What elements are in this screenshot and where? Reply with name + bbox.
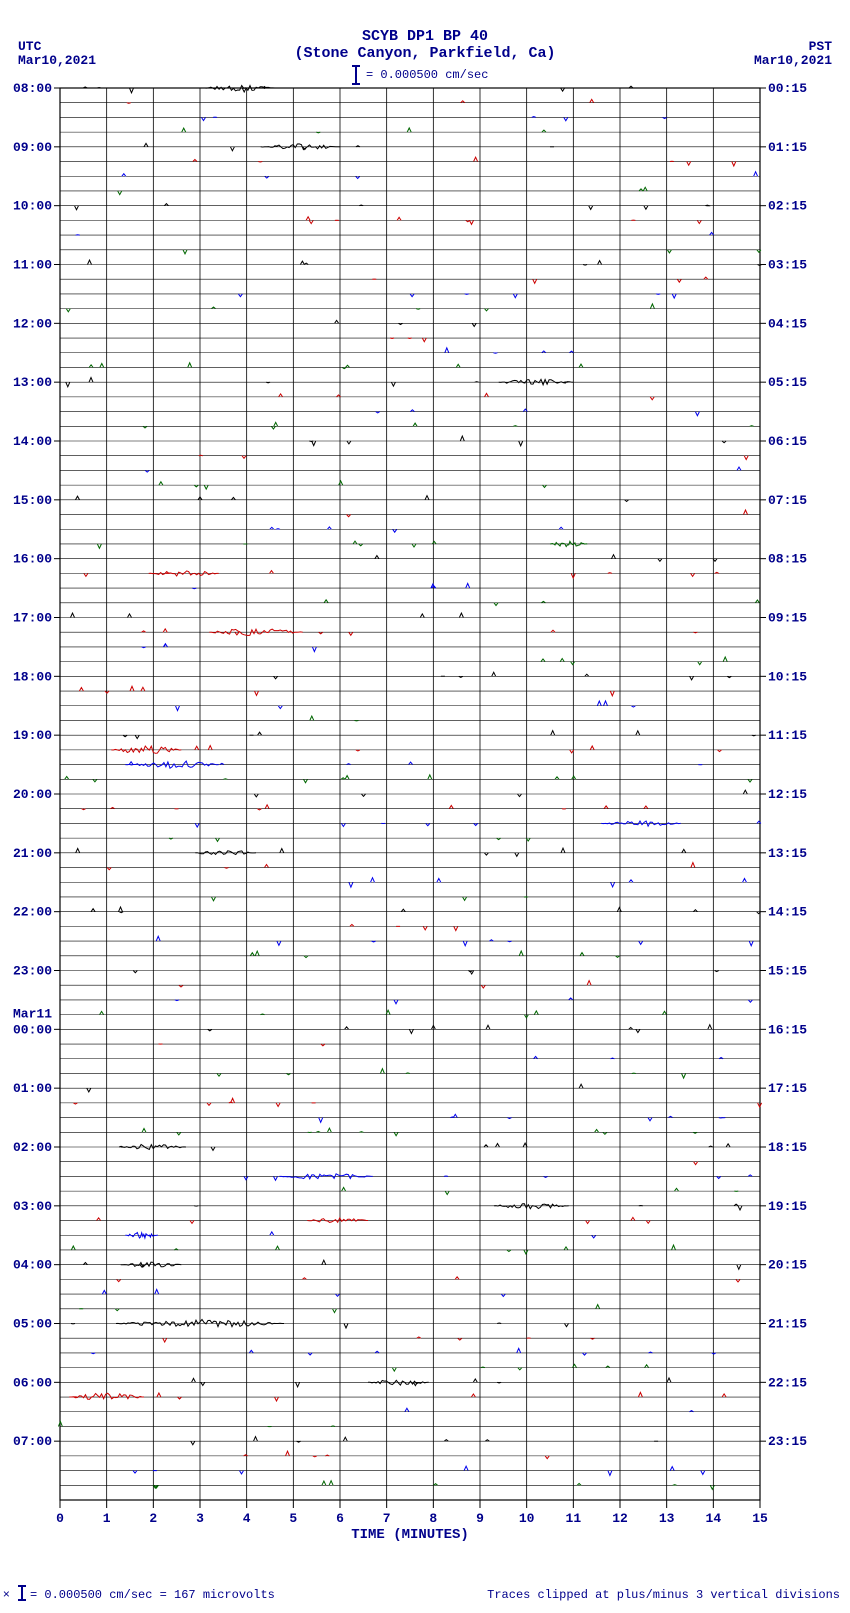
svg-text:11:15: 11:15 xyxy=(768,728,807,743)
svg-text:Traces clipped at plus/minus 3: Traces clipped at plus/minus 3 vertical … xyxy=(487,1588,840,1602)
svg-text:4: 4 xyxy=(243,1511,251,1526)
svg-text:06:00: 06:00 xyxy=(13,1375,52,1390)
svg-text:21:15: 21:15 xyxy=(768,1317,807,1332)
svg-text:8: 8 xyxy=(429,1511,437,1526)
svg-text:= 0.000500 cm/sec = 167 mic: = 0.000500 cm/sec = 167 microvolts xyxy=(30,1588,275,1602)
svg-text:SCYB DP1 BP 40: SCYB DP1 BP 40 xyxy=(362,28,488,45)
svg-text:6: 6 xyxy=(336,1511,344,1526)
svg-text:09:00: 09:00 xyxy=(13,140,52,155)
svg-text:15: 15 xyxy=(752,1511,768,1526)
svg-text:14: 14 xyxy=(706,1511,722,1526)
svg-text:3: 3 xyxy=(196,1511,204,1526)
svg-text:17:15: 17:15 xyxy=(768,1081,807,1096)
svg-text:17:00: 17:00 xyxy=(13,611,52,626)
svg-text:11:00: 11:00 xyxy=(13,258,52,273)
svg-text:08:15: 08:15 xyxy=(768,552,807,567)
svg-text:22:15: 22:15 xyxy=(768,1375,807,1390)
svg-text:23:15: 23:15 xyxy=(768,1434,807,1449)
svg-text:01:00: 01:00 xyxy=(13,1081,52,1096)
svg-text:18:15: 18:15 xyxy=(768,1140,807,1155)
svg-text:19:00: 19:00 xyxy=(13,728,52,743)
svg-text:16:00: 16:00 xyxy=(13,552,52,567)
svg-text:12:00: 12:00 xyxy=(13,316,52,331)
seismogram-svg: SCYB DP1 BP 40(Stone Canyon, Parkfield, … xyxy=(0,0,850,1613)
svg-text:16:15: 16:15 xyxy=(768,1022,807,1037)
svg-text:20:00: 20:00 xyxy=(13,787,52,802)
svg-text:03:00: 03:00 xyxy=(13,1199,52,1214)
svg-text:05:15: 05:15 xyxy=(768,375,807,390)
svg-text:07:15: 07:15 xyxy=(768,493,807,508)
svg-text:11: 11 xyxy=(566,1511,582,1526)
svg-text:10:00: 10:00 xyxy=(13,199,52,214)
svg-text:12: 12 xyxy=(612,1511,628,1526)
svg-text:PST: PST xyxy=(809,39,833,54)
svg-text:23:00: 23:00 xyxy=(13,964,52,979)
svg-text:10:15: 10:15 xyxy=(768,669,807,684)
svg-text:21:00: 21:00 xyxy=(13,846,52,861)
svg-text:00:15: 00:15 xyxy=(768,81,807,96)
svg-text:04:00: 04:00 xyxy=(13,1258,52,1273)
svg-text:14:15: 14:15 xyxy=(768,905,807,920)
svg-text:1: 1 xyxy=(103,1511,111,1526)
svg-text:00:00: 00:00 xyxy=(13,1022,52,1037)
svg-text:13:00: 13:00 xyxy=(13,375,52,390)
svg-text:Mar10,2021: Mar10,2021 xyxy=(18,53,96,68)
svg-text:7: 7 xyxy=(383,1511,391,1526)
svg-text:×: × xyxy=(3,1588,10,1602)
svg-text:15:15: 15:15 xyxy=(768,964,807,979)
svg-text:UTC: UTC xyxy=(18,39,42,54)
svg-text:06:15: 06:15 xyxy=(768,434,807,449)
svg-text:22:00: 22:00 xyxy=(13,905,52,920)
svg-text:04:15: 04:15 xyxy=(768,316,807,331)
svg-text:12:15: 12:15 xyxy=(768,787,807,802)
svg-text:05:00: 05:00 xyxy=(13,1317,52,1332)
svg-text:02:00: 02:00 xyxy=(13,1140,52,1155)
svg-text:19:15: 19:15 xyxy=(768,1199,807,1214)
seismogram-display: { "header": { "title1": "SCYB DP1 BP 40"… xyxy=(0,0,850,1613)
svg-text:09:15: 09:15 xyxy=(768,611,807,626)
svg-text:01:15: 01:15 xyxy=(768,140,807,155)
svg-text:(Stone Canyon, Parkfield, Ca): (Stone Canyon, Parkfield, Ca) xyxy=(294,45,555,62)
svg-text:2: 2 xyxy=(149,1511,157,1526)
svg-text:15:00: 15:00 xyxy=(13,493,52,508)
svg-text:9: 9 xyxy=(476,1511,484,1526)
svg-text:08:00: 08:00 xyxy=(13,81,52,96)
svg-text:14:00: 14:00 xyxy=(13,434,52,449)
svg-text:10: 10 xyxy=(519,1511,535,1526)
svg-text:02:15: 02:15 xyxy=(768,199,807,214)
svg-text:0: 0 xyxy=(56,1511,64,1526)
svg-text:= 0.000500 cm/sec: = 0.000500 cm/sec xyxy=(366,68,488,82)
svg-text:03:15: 03:15 xyxy=(768,258,807,273)
svg-text:Mar10,2021: Mar10,2021 xyxy=(754,53,832,68)
svg-text:18:00: 18:00 xyxy=(13,669,52,684)
svg-text:TIME (MINUTES): TIME (MINUTES) xyxy=(351,1527,469,1543)
svg-text:20:15: 20:15 xyxy=(768,1258,807,1273)
svg-text:13: 13 xyxy=(659,1511,675,1526)
svg-text:13:15: 13:15 xyxy=(768,846,807,861)
svg-text:5: 5 xyxy=(289,1511,297,1526)
svg-text:07:00: 07:00 xyxy=(13,1434,52,1449)
svg-text:Mar11: Mar11 xyxy=(13,1006,52,1021)
